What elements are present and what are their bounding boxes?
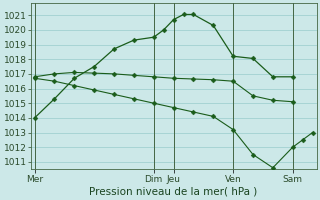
X-axis label: Pression niveau de la mer( hPa ): Pression niveau de la mer( hPa ) bbox=[90, 187, 258, 197]
